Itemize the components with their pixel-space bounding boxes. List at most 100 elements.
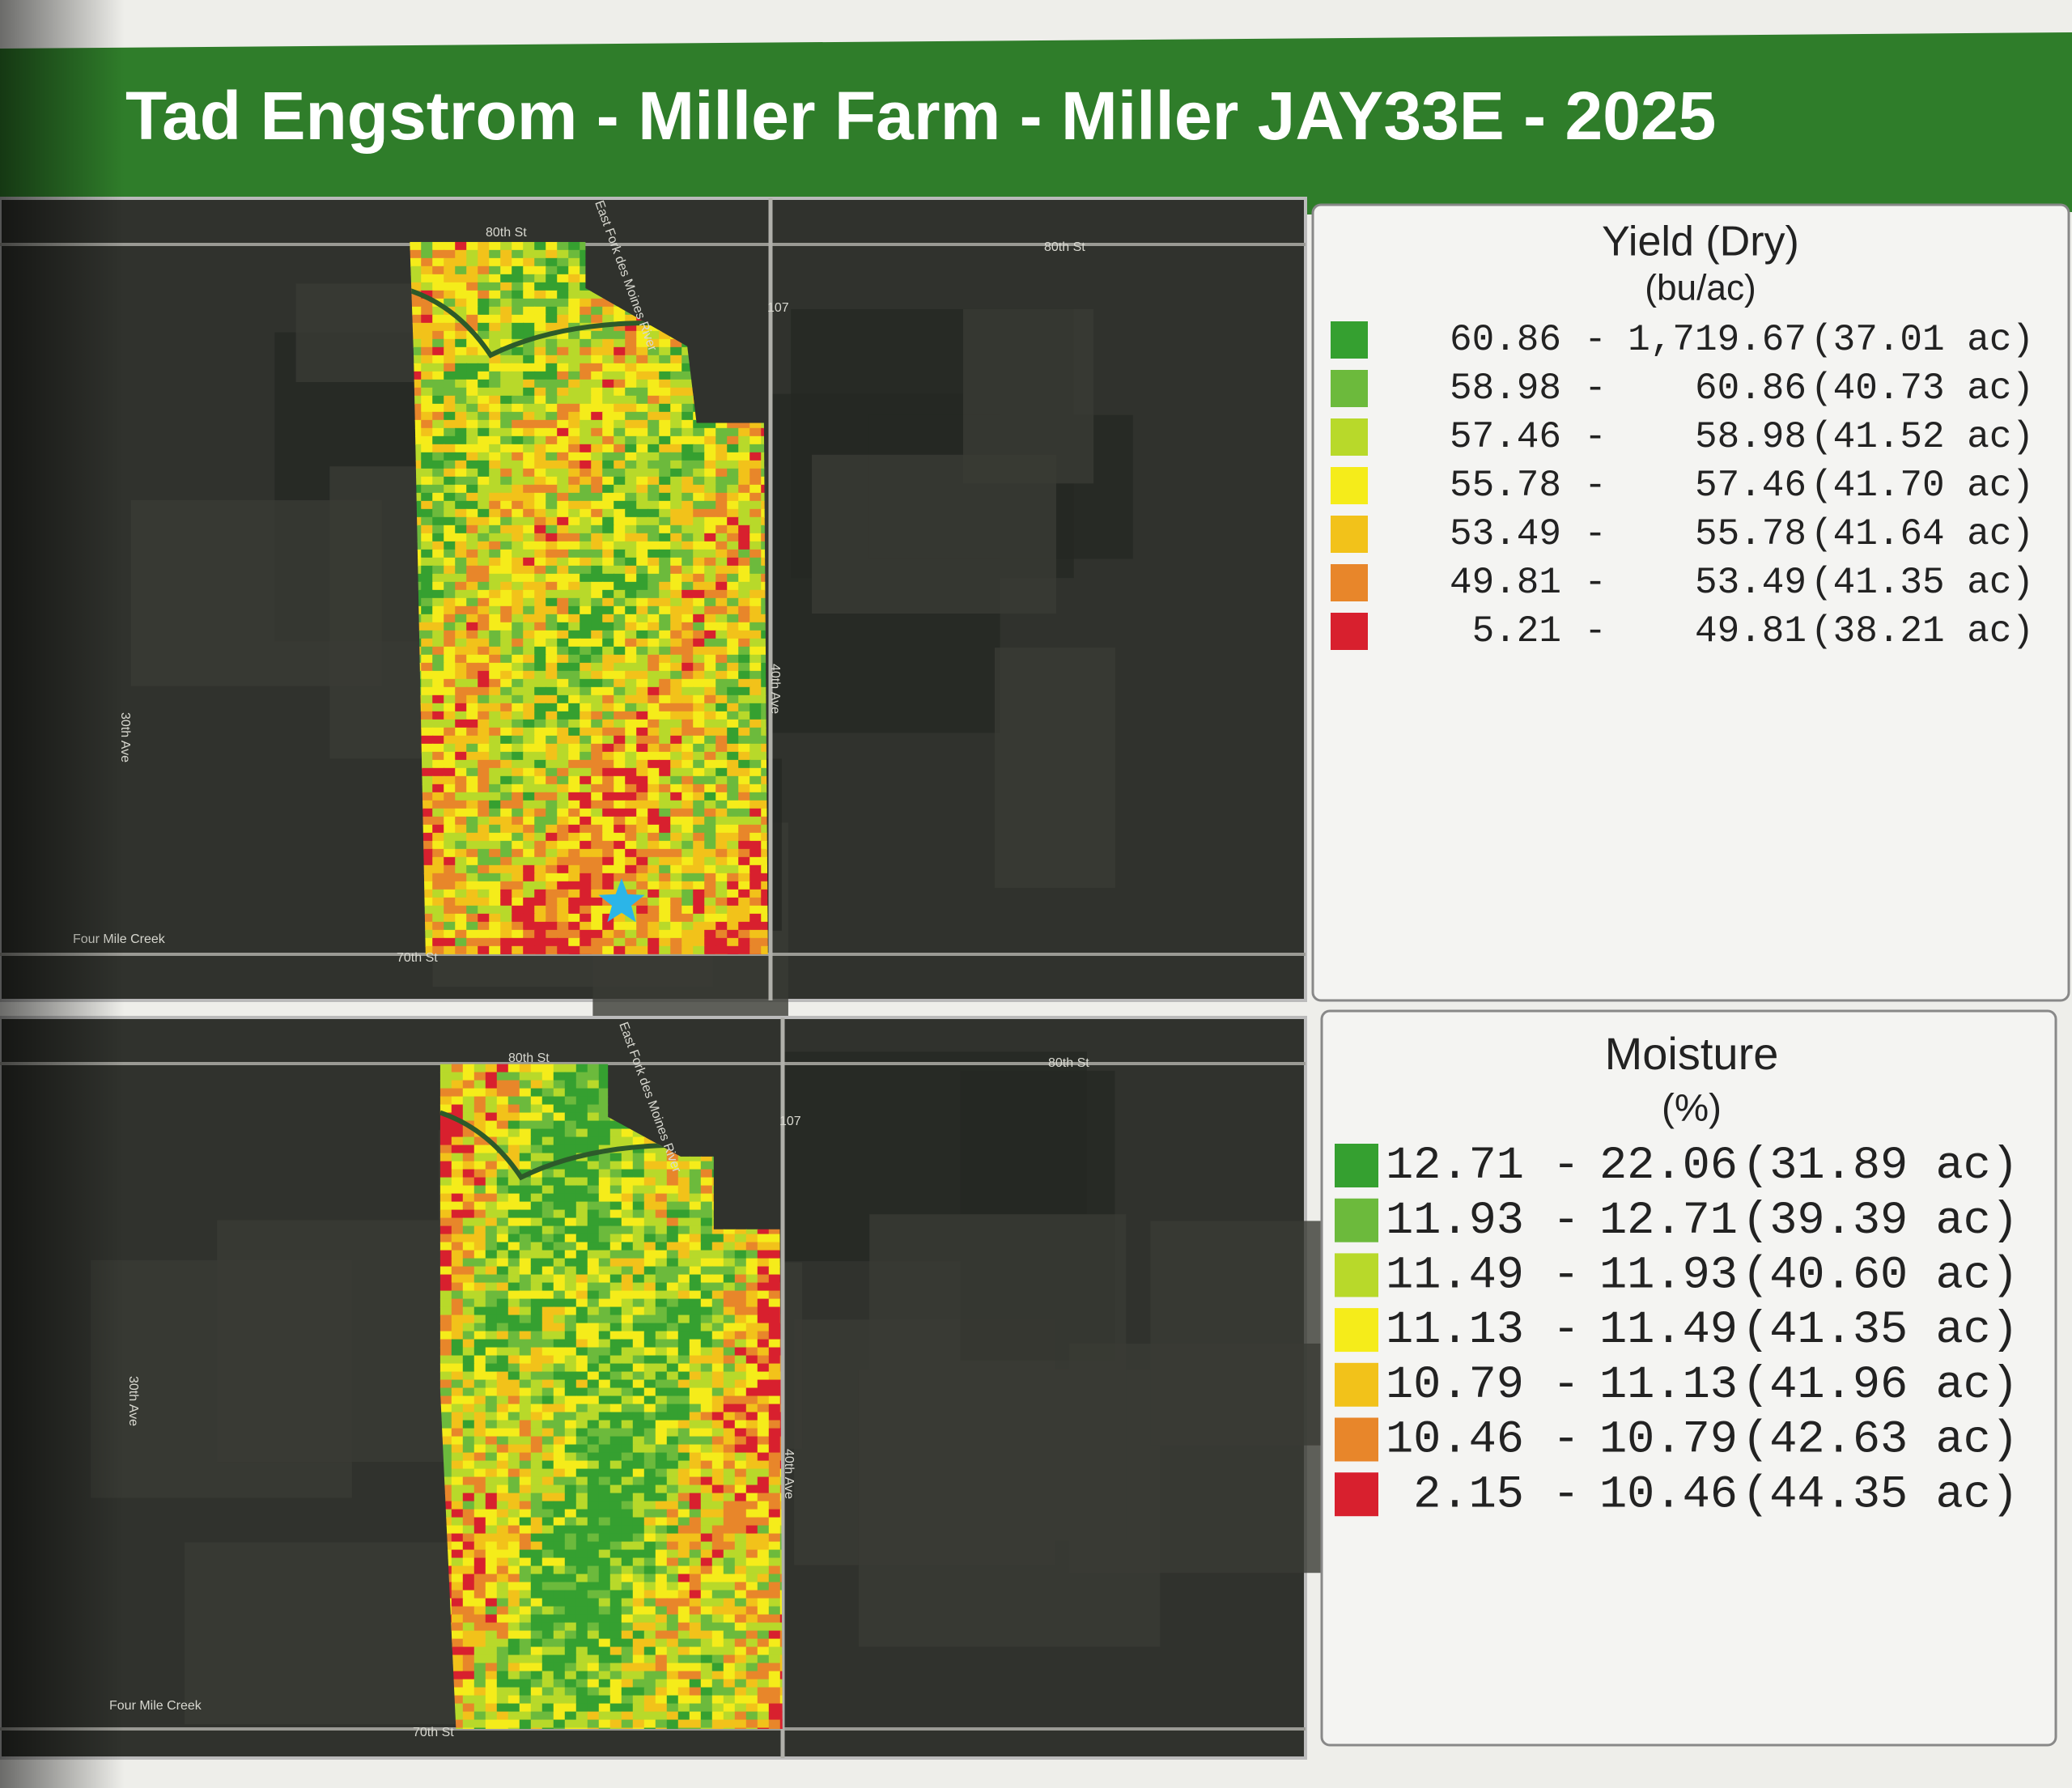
heat-cell: [598, 1347, 611, 1357]
heat-cell: [749, 897, 762, 907]
heat-cell: [507, 1549, 520, 1559]
range-dash: -: [1584, 610, 1607, 652]
heat-cell: [462, 1509, 475, 1518]
heat-cell: [507, 1468, 520, 1478]
heat-cell: [478, 581, 490, 591]
heat-cell: [478, 565, 490, 575]
heat-cell: [512, 492, 524, 502]
heat-cell: [580, 444, 592, 453]
heat-cell: [648, 703, 660, 712]
heat-cell: [711, 1266, 724, 1276]
heat-cell: [512, 694, 524, 704]
heat-cell: [723, 1274, 736, 1284]
heat-cell: [704, 945, 717, 955]
heat-cell: [666, 1282, 679, 1292]
heat-cell: [541, 1493, 554, 1502]
heat-cell: [689, 1193, 702, 1203]
heat-cell: [643, 1484, 656, 1494]
heat-cell: [500, 557, 513, 567]
heat-cell: [643, 1565, 656, 1575]
heat-cell: [587, 1258, 600, 1268]
heat-cell: [421, 703, 434, 712]
heat-cell: [738, 589, 751, 599]
heat-cell: [507, 1428, 520, 1438]
heat-cell: [681, 808, 694, 818]
heat-cell: [564, 1258, 577, 1268]
heat-cell: [553, 1306, 566, 1316]
heat-cell: [693, 678, 706, 688]
heat-cell: [500, 330, 513, 340]
heat-cell: [591, 549, 604, 558]
heat-cell: [485, 1217, 498, 1227]
heat-cell: [704, 476, 717, 486]
heat-cell: [444, 913, 456, 923]
heat-cell: [587, 1306, 600, 1316]
heat-cell: [745, 1509, 758, 1518]
heat-cell: [670, 937, 683, 947]
heat-cell: [439, 1363, 452, 1373]
heat-cell: [704, 557, 717, 567]
heat-cell: [523, 484, 536, 494]
heat-cell: [496, 1468, 509, 1478]
heat-cell: [489, 484, 502, 494]
heat-cell: [738, 735, 751, 745]
heat-cell: [568, 832, 581, 842]
heat-cell: [670, 800, 683, 809]
heat-cell: [523, 905, 536, 915]
heat-cell: [553, 1468, 566, 1478]
heat-cell: [648, 597, 660, 607]
heat-cell: [700, 1339, 713, 1348]
heat-cell: [681, 873, 694, 882]
heat-cell: [666, 1217, 679, 1227]
heat-cell: [564, 1209, 577, 1219]
heat-cell: [749, 492, 762, 502]
heat-cell: [757, 1533, 770, 1543]
heat-cell: [614, 444, 626, 453]
heat-cell: [749, 703, 762, 712]
heat-cell: [689, 1395, 702, 1405]
heat-cell: [541, 1080, 554, 1089]
heat-cell: [575, 1217, 588, 1227]
heat-cell: [451, 1331, 464, 1340]
heat-cell: [598, 1290, 611, 1300]
heat-cell: [738, 897, 751, 907]
heat-cell: [519, 1145, 532, 1154]
heat-cell: [500, 549, 513, 558]
heat-cell: [609, 1161, 622, 1170]
heat-cell: [614, 484, 626, 494]
heat-cell: [614, 363, 626, 372]
heat-cell: [500, 711, 513, 720]
heat-cell: [523, 864, 536, 874]
heat-cell: [655, 1209, 668, 1219]
heat-cell: [512, 662, 524, 672]
heat-cell: [700, 1420, 713, 1429]
heat-cell: [636, 403, 649, 413]
legend-swatch: [1331, 418, 1368, 456]
heat-cell: [557, 565, 570, 575]
heat-cell: [500, 516, 513, 526]
heat-cell: [648, 557, 660, 567]
heat-cell: [580, 306, 592, 316]
heat-cell: [677, 1306, 690, 1316]
heat-cell: [734, 1355, 747, 1365]
heat-cell: [648, 751, 660, 761]
heat-cell: [643, 1404, 656, 1413]
heat-cell: [473, 1161, 486, 1170]
heat-cell: [439, 1323, 452, 1332]
heat-cell: [489, 282, 502, 291]
heat-cell: [757, 1468, 770, 1478]
heat-cell: [444, 711, 456, 720]
heat-cell: [704, 889, 717, 898]
heat-cell: [512, 589, 524, 599]
heat-cell: [768, 1347, 781, 1357]
heat-cell: [519, 1468, 532, 1478]
heat-cell: [636, 873, 649, 882]
heat-cell: [489, 703, 502, 712]
heat-cell: [534, 444, 547, 453]
heat-cell: [466, 516, 479, 526]
heat-cell: [432, 703, 445, 712]
heat-cell: [580, 597, 592, 607]
heat-cell: [580, 905, 592, 915]
heat-cell: [507, 1331, 520, 1340]
heat-cell: [489, 864, 502, 874]
